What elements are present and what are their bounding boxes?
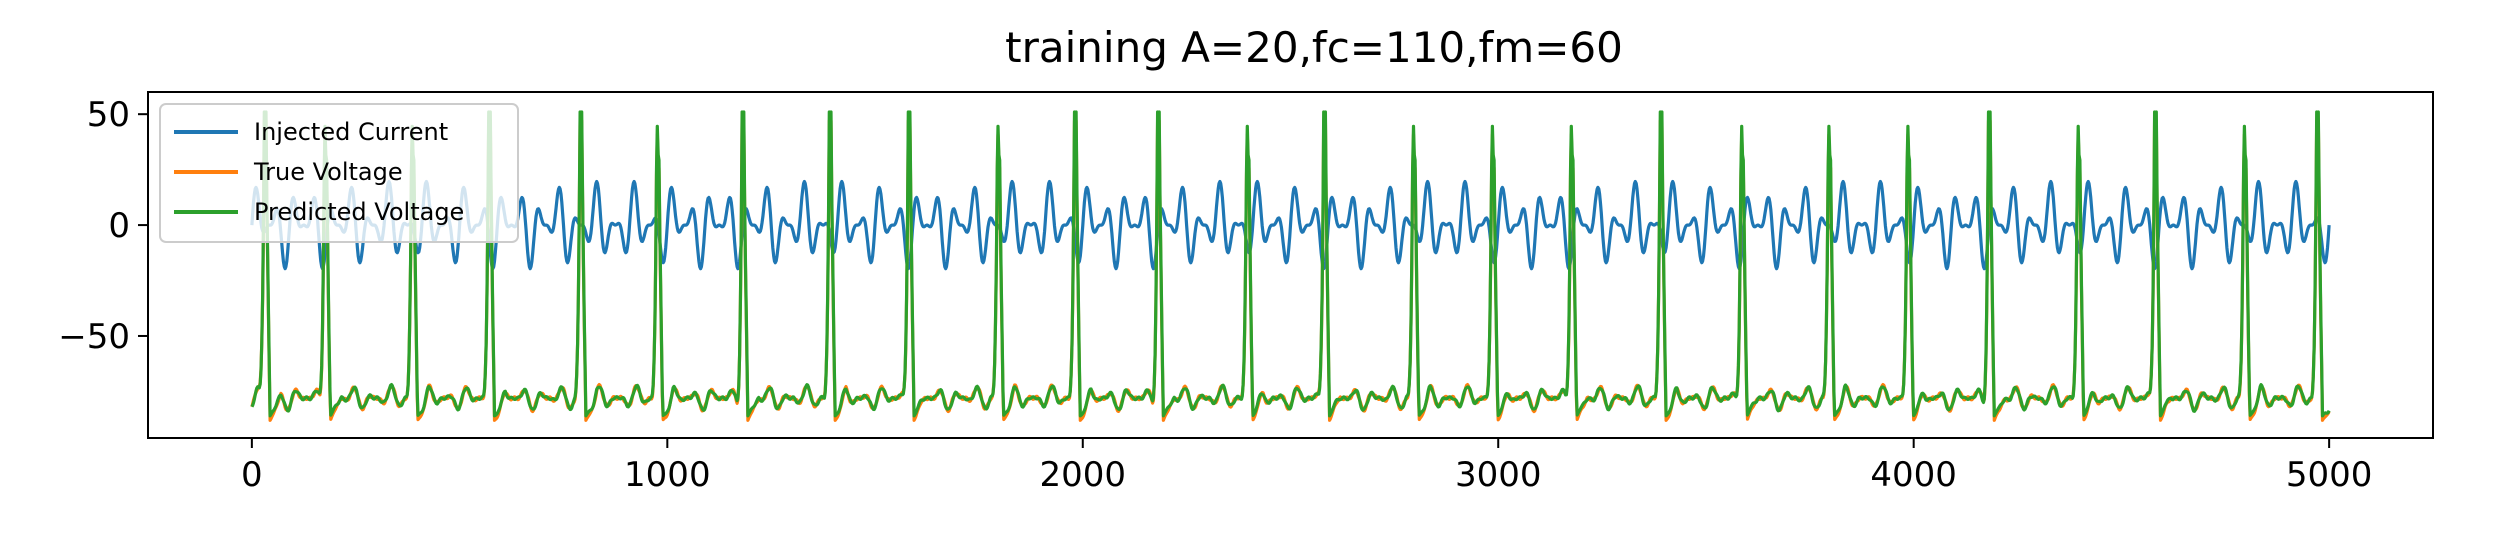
y-axis: 50 0 −50 — [58, 95, 148, 357]
legend-label: Injected Current — [254, 118, 448, 146]
x-tick-label: 4000 — [1870, 455, 1957, 495]
y-tick-label: −50 — [58, 317, 130, 357]
legend-label: Predicted Voltage — [254, 198, 464, 226]
legend-label: True Voltage — [253, 158, 403, 186]
y-tick-label: 0 — [108, 206, 130, 246]
x-tick-label: 0 — [241, 455, 263, 495]
y-tick-label: 50 — [87, 95, 130, 135]
legend-box — [159, 103, 519, 243]
x-tick-label: 1000 — [624, 455, 711, 495]
x-tick-label: 2000 — [1040, 455, 1127, 495]
plot-area — [250, 110, 2331, 422]
predicted-voltage-line — [250, 110, 2331, 418]
x-tick-label: 5000 — [2286, 455, 2373, 495]
x-axis: 0 1000 2000 3000 4000 5000 — [241, 438, 2372, 495]
chart-title: training A=20,fc=110,fm=60 — [1005, 23, 1623, 72]
axes-frame — [147, 91, 2434, 439]
legend: Injected Current True Voltage Predicted Vo… — [159, 103, 519, 243]
x-tick-label: 3000 — [1455, 455, 1542, 495]
injected-current-line — [250, 179, 2331, 271]
